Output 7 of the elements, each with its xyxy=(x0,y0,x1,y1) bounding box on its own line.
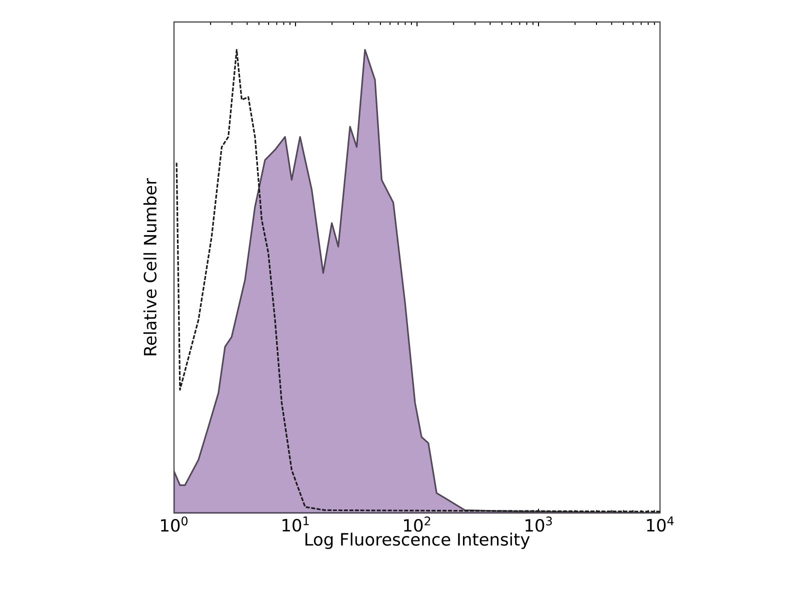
x-tick-label: 10$^{0}$ xyxy=(161,516,188,532)
x-tick-label: 10$^{1}$ xyxy=(282,516,309,532)
y-axis-title: Relative Cell Number xyxy=(143,178,157,356)
x-tick-label: 10$^{4}$ xyxy=(647,516,674,532)
x-axis-title: Log Fluorescence Intensity xyxy=(306,532,530,550)
x-tick-label: 10$^{2}$ xyxy=(404,516,430,532)
x-tick-label: 10$^{3}$ xyxy=(526,516,552,532)
